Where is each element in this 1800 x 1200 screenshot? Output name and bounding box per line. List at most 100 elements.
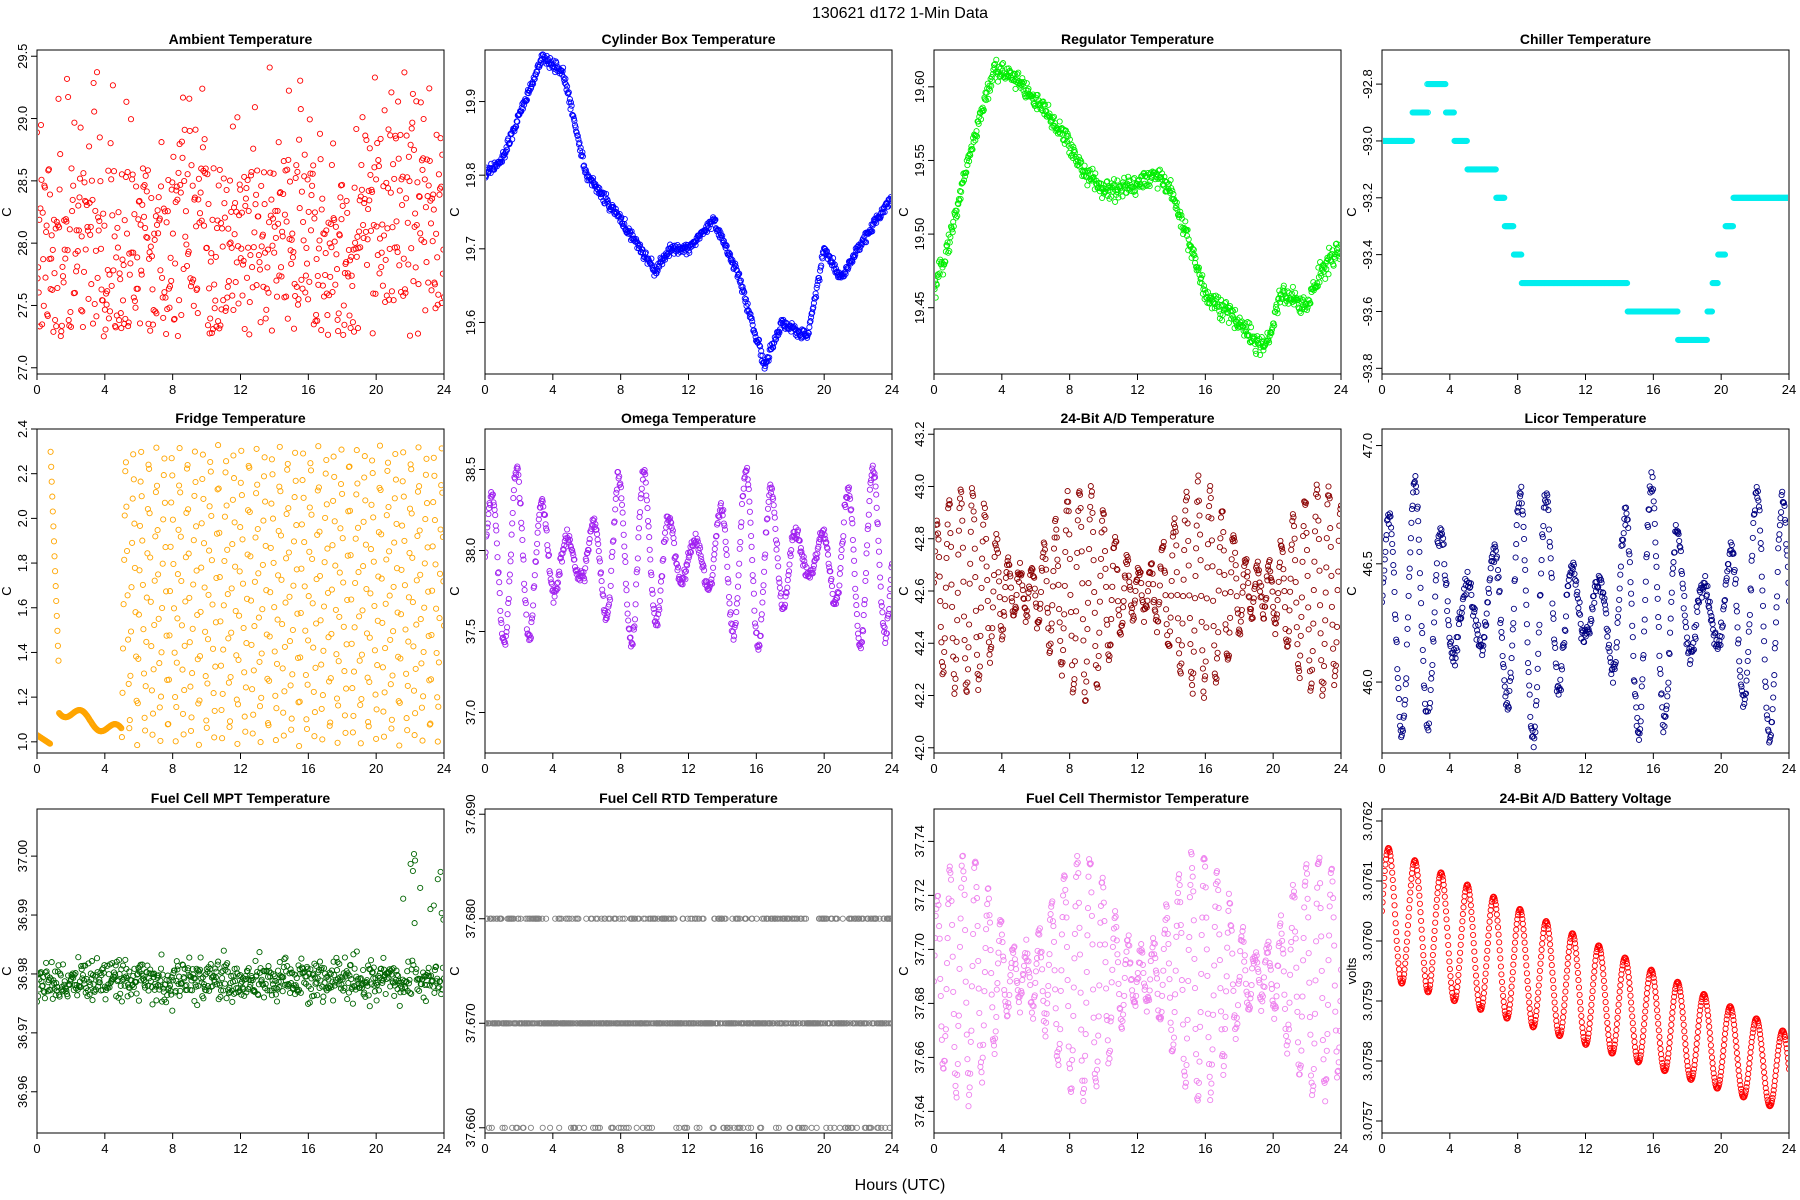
data-point bbox=[281, 643, 288, 650]
data-point bbox=[245, 507, 252, 514]
data-point bbox=[504, 624, 511, 631]
data-point bbox=[333, 251, 340, 258]
data-point bbox=[434, 301, 441, 308]
data-point bbox=[269, 242, 276, 249]
data-point bbox=[1132, 587, 1139, 595]
data-point bbox=[332, 223, 339, 230]
data-point bbox=[1062, 527, 1069, 534]
data-point bbox=[142, 224, 149, 232]
data-point bbox=[228, 585, 235, 592]
data-point bbox=[242, 728, 249, 735]
data-point bbox=[756, 642, 763, 649]
data-point bbox=[192, 126, 199, 133]
data-point bbox=[991, 553, 998, 560]
x-tick-label: 4 bbox=[1446, 382, 1453, 397]
data-point bbox=[198, 564, 205, 571]
data-point bbox=[265, 722, 272, 729]
data-point bbox=[143, 638, 150, 645]
data-point bbox=[1181, 547, 1188, 554]
data-point bbox=[738, 500, 746, 508]
data-point bbox=[768, 485, 776, 492]
data-point bbox=[809, 570, 816, 577]
x-tick-label: 4 bbox=[549, 761, 556, 776]
data-point bbox=[354, 480, 361, 487]
data-point bbox=[1045, 101, 1052, 108]
data-point bbox=[1109, 188, 1116, 195]
data-point bbox=[1015, 578, 1022, 585]
data-point bbox=[357, 244, 364, 251]
data-point bbox=[531, 572, 538, 579]
data-point bbox=[980, 500, 987, 507]
data-point bbox=[858, 639, 866, 646]
data-point bbox=[1054, 130, 1062, 137]
data-point bbox=[203, 717, 210, 724]
data-point bbox=[657, 578, 665, 585]
data-point bbox=[1138, 592, 1145, 599]
data-point bbox=[1041, 101, 1048, 108]
data-point bbox=[340, 623, 347, 630]
data-point bbox=[886, 606, 891, 613]
data-point bbox=[270, 170, 277, 177]
data-point bbox=[888, 197, 891, 205]
data-point bbox=[1703, 336, 1710, 343]
data-point bbox=[1009, 598, 1016, 605]
data-point bbox=[690, 543, 697, 550]
data-point bbox=[270, 559, 277, 566]
data-point bbox=[1106, 642, 1114, 649]
data-point bbox=[390, 628, 397, 635]
data-point bbox=[972, 574, 979, 581]
data-point bbox=[960, 177, 968, 184]
data-point bbox=[154, 527, 161, 534]
data-point bbox=[581, 578, 588, 585]
data-point bbox=[302, 272, 309, 279]
x-tick-label: 8 bbox=[169, 761, 176, 776]
data-point bbox=[616, 473, 623, 480]
data-point bbox=[1186, 592, 1193, 599]
data-point bbox=[630, 626, 637, 633]
data-point bbox=[210, 165, 217, 172]
data-point bbox=[430, 206, 437, 213]
data-point bbox=[1132, 191, 1139, 198]
data-point bbox=[394, 249, 401, 256]
data-point bbox=[404, 727, 411, 734]
data-point bbox=[170, 316, 178, 323]
data-point bbox=[840, 533, 847, 540]
data-point bbox=[140, 213, 148, 220]
data-point bbox=[211, 281, 218, 288]
data-point bbox=[119, 689, 126, 696]
data-point bbox=[386, 245, 393, 252]
data-point bbox=[1055, 581, 1062, 588]
data-point bbox=[732, 260, 739, 267]
data-point bbox=[352, 535, 359, 542]
data-point bbox=[1306, 297, 1313, 304]
data-point bbox=[352, 239, 359, 246]
data-point bbox=[173, 703, 180, 711]
data-point bbox=[371, 647, 378, 654]
x-tick-label: 16 bbox=[1646, 382, 1660, 397]
data-point bbox=[1066, 136, 1073, 143]
data-point bbox=[705, 224, 712, 231]
data-point bbox=[973, 634, 980, 641]
data-point bbox=[126, 725, 133, 732]
data-point bbox=[125, 319, 132, 326]
data-point bbox=[165, 720, 172, 728]
data-point bbox=[370, 290, 377, 297]
data-point bbox=[340, 579, 347, 586]
data-point bbox=[281, 688, 288, 695]
data-point bbox=[681, 569, 688, 576]
data-point bbox=[389, 672, 396, 679]
x-tick-label: 0 bbox=[481, 382, 488, 397]
data-point bbox=[407, 141, 414, 148]
data-point bbox=[53, 597, 60, 605]
data-point bbox=[416, 193, 423, 200]
data-point bbox=[73, 268, 80, 275]
data-point bbox=[266, 677, 273, 684]
data-point bbox=[970, 138, 977, 146]
data-point bbox=[208, 512, 215, 519]
data-point bbox=[284, 315, 291, 322]
data-point bbox=[1337, 250, 1340, 257]
data-point bbox=[1070, 143, 1077, 150]
data-point bbox=[425, 632, 432, 640]
data-point bbox=[151, 621, 158, 629]
data-point bbox=[850, 546, 857, 553]
